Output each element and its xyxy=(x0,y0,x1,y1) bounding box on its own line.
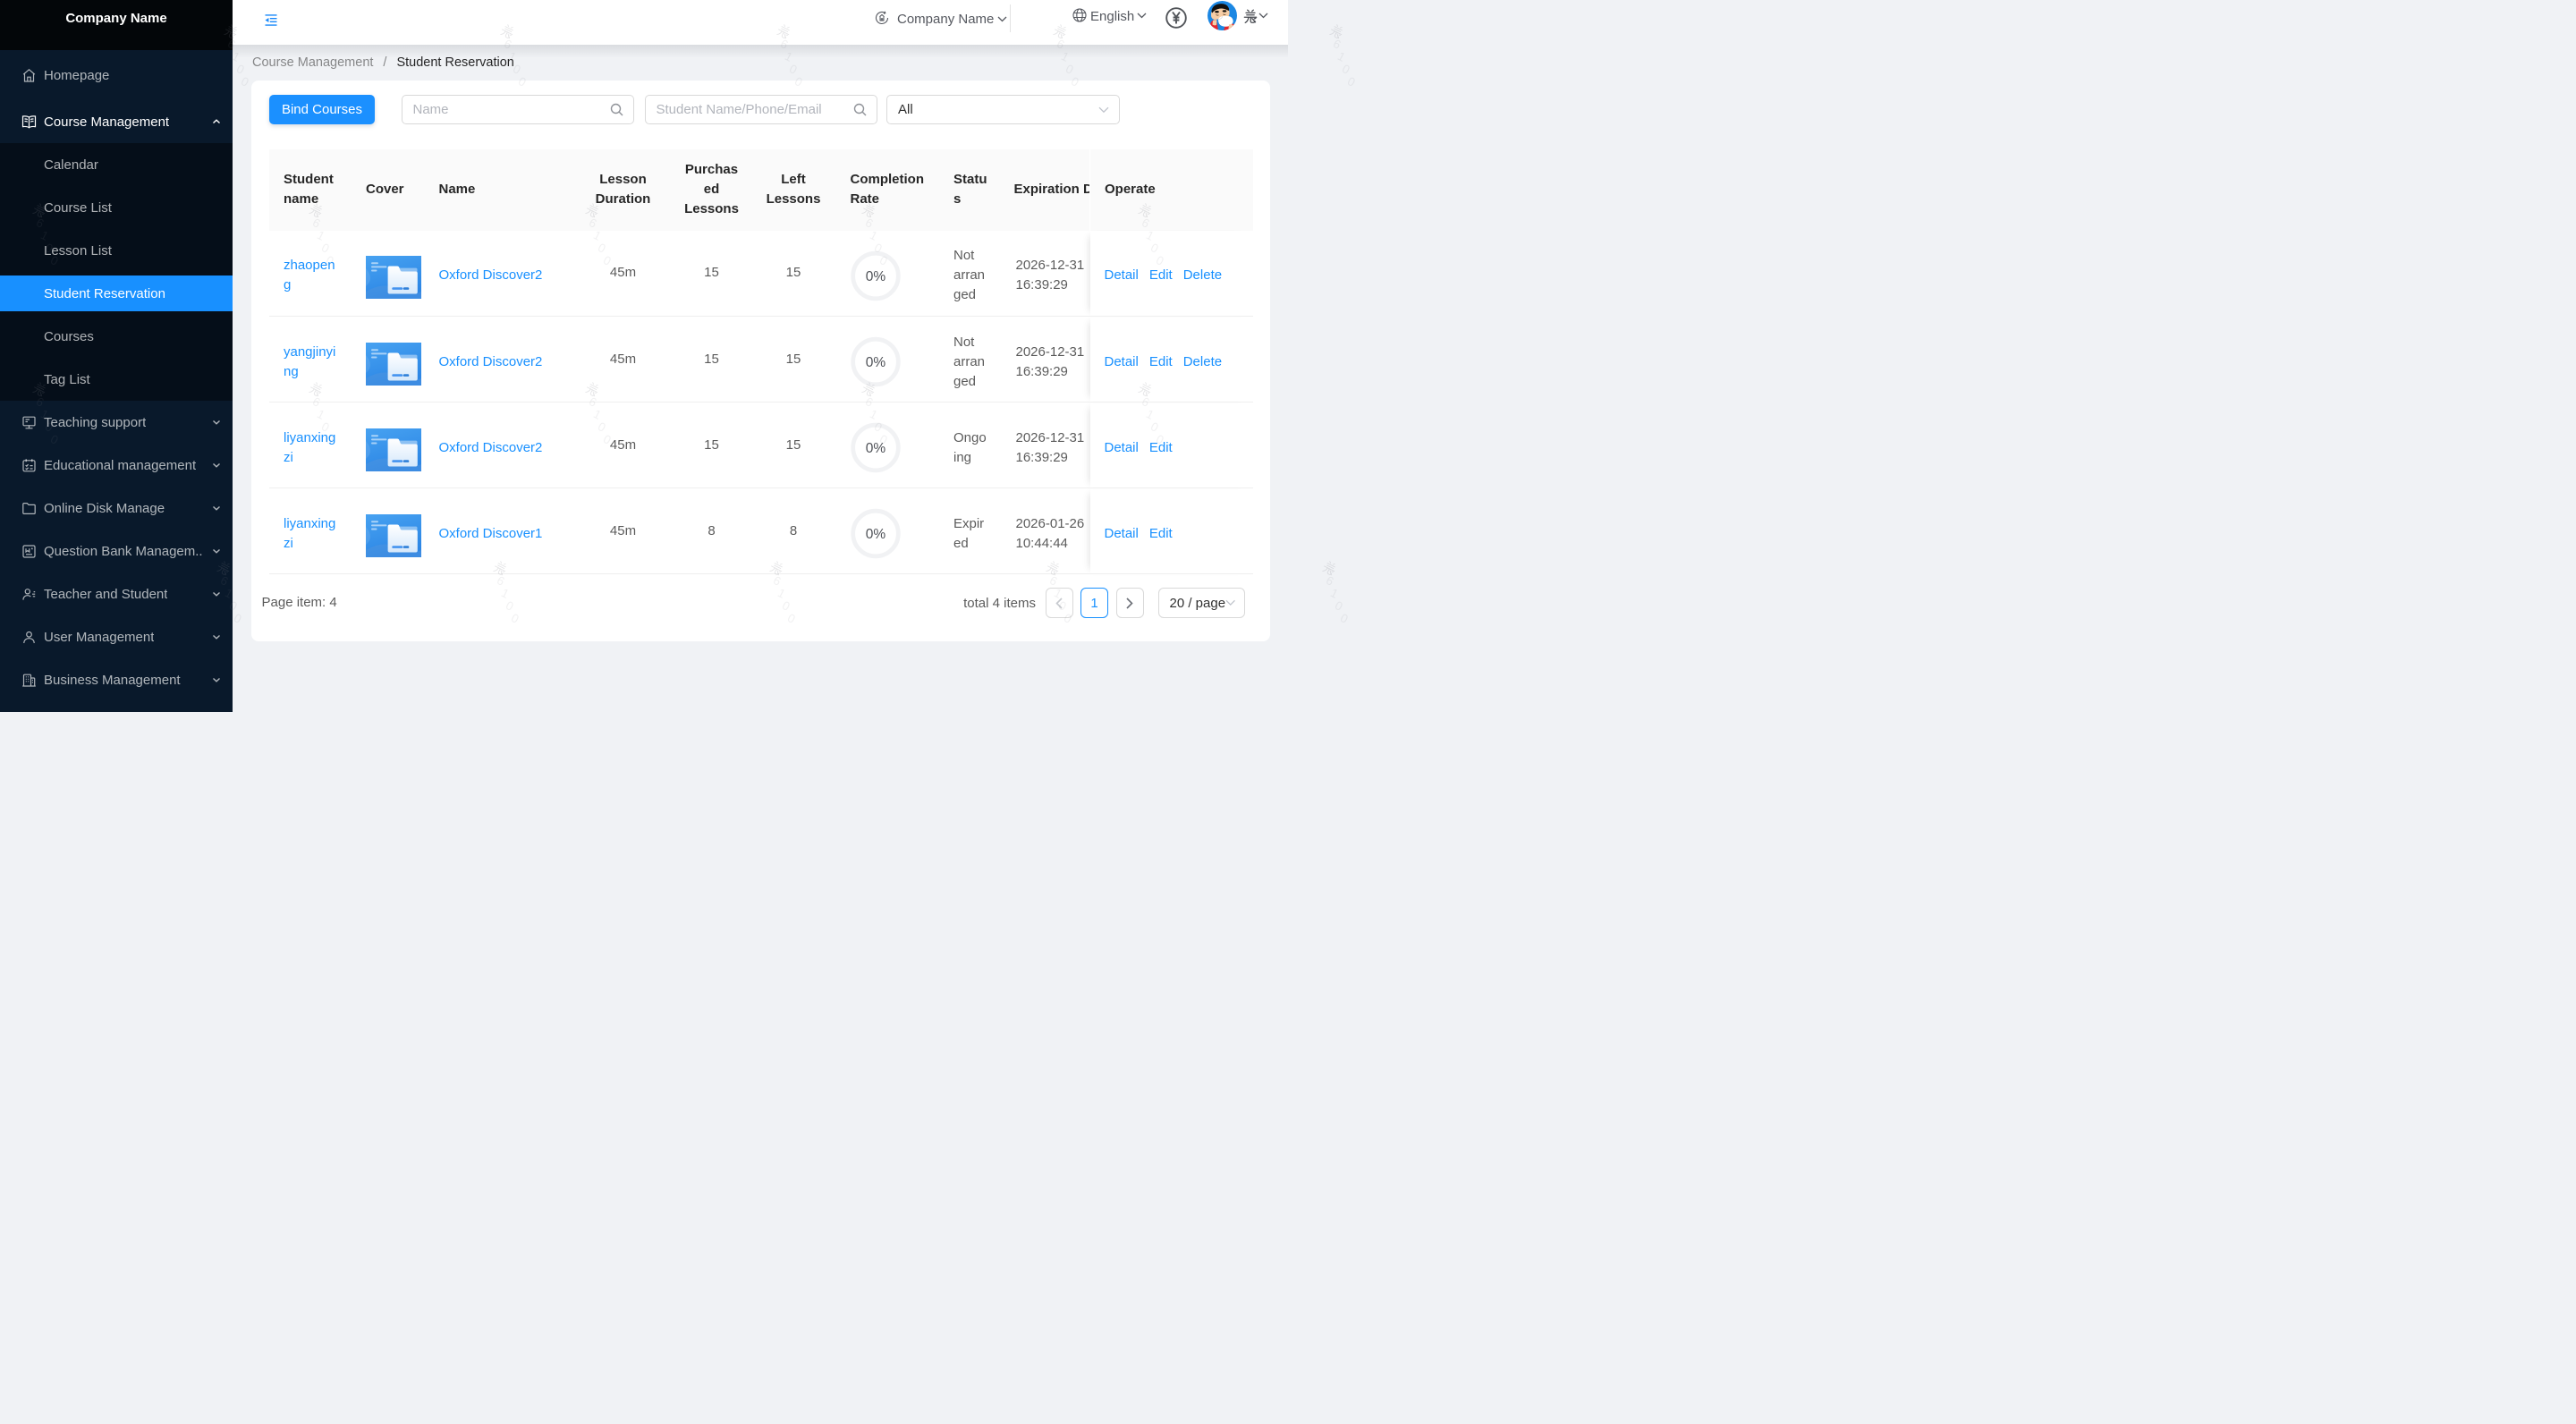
svg-text:0%: 0% xyxy=(865,441,886,456)
svg-text:0%: 0% xyxy=(865,355,886,370)
svg-text:0%: 0% xyxy=(865,269,886,284)
svg-text:0%: 0% xyxy=(865,527,886,542)
